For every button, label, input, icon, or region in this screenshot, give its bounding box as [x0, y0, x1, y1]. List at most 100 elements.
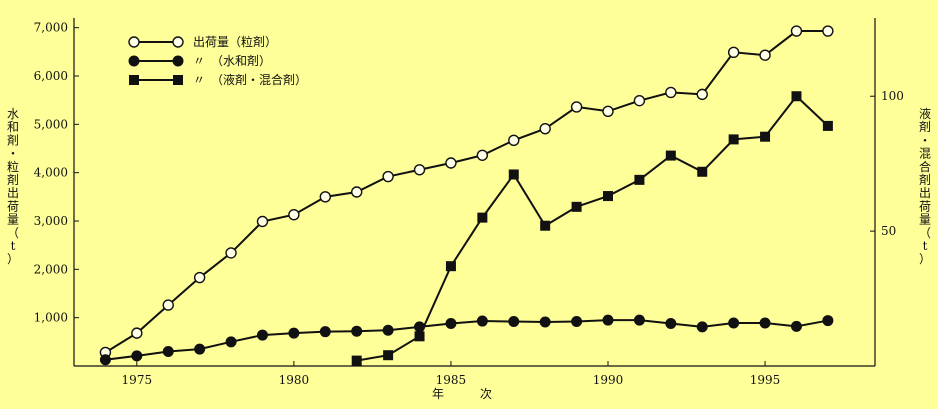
- data-point-filled-square: [414, 331, 425, 342]
- data-point-filled-circle: [602, 314, 614, 326]
- data-point-filled-circle: [128, 55, 140, 67]
- data-point-open-circle: [193, 271, 206, 284]
- data-point-filled-circle: [728, 317, 740, 329]
- data-point-open-circle: [633, 94, 646, 107]
- data-point-filled-square: [383, 350, 394, 361]
- legend-item: 〃 （水和剤）: [128, 53, 271, 68]
- series-line: [356, 94, 829, 362]
- legend-label: 出荷量（粒剤）: [193, 34, 277, 49]
- data-point-open-circle: [570, 101, 583, 113]
- series-line: [104, 30, 828, 354]
- data-point-open-circle: [445, 157, 457, 169]
- data-point-open-circle: [128, 36, 140, 48]
- data-point-filled-square: [445, 261, 456, 272]
- legend-item: 出荷量（粒剤）: [128, 34, 277, 49]
- data-point-filled-circle: [194, 343, 206, 355]
- legend-label: 〃 （液剤・混合剤）: [193, 72, 307, 87]
- data-point-open-circle: [131, 327, 143, 339]
- data-point-open-circle: [539, 122, 551, 135]
- data-point-filled-circle: [351, 325, 363, 337]
- data-point-filled-square: [822, 120, 833, 131]
- data-point-filled-square: [571, 201, 582, 212]
- x-axis-label: 年 次: [432, 387, 492, 401]
- y-left-tick-label: 7,000: [34, 21, 68, 35]
- data-point-open-circle: [382, 170, 394, 183]
- y-left-tick-label: 5,000: [34, 117, 68, 131]
- data-point-open-circle: [696, 88, 708, 101]
- data-point-open-circle: [476, 149, 489, 161]
- data-point-filled-circle: [172, 55, 184, 67]
- series-line: [105, 319, 829, 361]
- data-point-open-circle: [759, 49, 771, 61]
- data-point-open-circle: [319, 191, 331, 203]
- y-left-tick-label: 4,000: [34, 166, 68, 180]
- x-tick-label: 1985: [436, 373, 467, 387]
- data-point-filled-circle: [225, 336, 237, 348]
- data-point-filled-square: [173, 75, 183, 85]
- data-point-filled-square: [351, 355, 362, 366]
- data-point-filled-square: [791, 91, 802, 102]
- x-tick-label: 1990: [593, 373, 624, 387]
- series-3: [351, 91, 833, 366]
- data-point-open-circle: [665, 86, 677, 99]
- data-point-open-circle: [288, 209, 300, 221]
- data-point-open-circle: [790, 25, 803, 37]
- data-point-filled-square: [697, 166, 708, 177]
- data-point-open-circle: [727, 46, 740, 59]
- y-left-tick-label: 3,000: [34, 214, 68, 228]
- data-point-filled-circle: [445, 317, 457, 329]
- data-point-filled-circle: [382, 324, 394, 336]
- y-left-tick-label: 1,000: [34, 311, 68, 325]
- data-point-filled-circle: [319, 326, 331, 338]
- data-point-filled-square: [665, 150, 676, 161]
- data-point-filled-square: [603, 191, 613, 202]
- data-point-filled-square: [634, 174, 645, 185]
- y-right-tick-label: 50: [881, 224, 896, 238]
- legend-item: 〃 （液剤・混合剤）: [129, 72, 307, 87]
- data-point-filled-circle: [539, 316, 551, 328]
- data-point-open-circle: [508, 134, 520, 146]
- data-point-filled-circle: [759, 317, 771, 329]
- y-axis-right-label: 液剤・混合剤出荷量（ t）: [919, 106, 931, 266]
- series-2: [99, 314, 834, 366]
- legend: 出荷量（粒剤） 〃 （水和剤） 〃 （液剤・混合剤）: [128, 34, 307, 87]
- data-point-open-circle: [351, 186, 363, 198]
- y-right-tick-label: 100: [881, 89, 904, 103]
- data-point-filled-square: [477, 212, 488, 223]
- y-ticks-left: 1,000 2,000 3,000 4,000 5,000 6,000 7,000: [34, 21, 79, 325]
- data-point-filled-circle: [162, 346, 174, 357]
- x-ticks: 1975 1980 1985 1990 1995: [122, 361, 781, 387]
- x-tick-label: 1975: [122, 373, 153, 387]
- data-point-filled-square: [540, 220, 551, 231]
- y-left-tick-label: 2,000: [34, 262, 68, 276]
- data-point-filled-circle: [256, 329, 268, 341]
- data-point-filled-square: [760, 131, 771, 142]
- data-point-filled-circle: [665, 317, 677, 329]
- series-layer: [99, 25, 834, 366]
- data-point-open-circle: [172, 36, 184, 48]
- data-point-filled-circle: [99, 354, 111, 366]
- data-point-filled-circle: [571, 316, 583, 328]
- x-tick-label: 1980: [279, 373, 310, 387]
- data-point-filled-square: [129, 75, 139, 85]
- data-point-filled-circle: [790, 320, 802, 332]
- data-point-open-circle: [162, 299, 174, 311]
- data-point-filled-square: [728, 134, 739, 145]
- y-axis-left-label: 水和剤・粒剤出荷量（ t）: [7, 107, 19, 266]
- y-ticks-right: 50 100: [870, 89, 904, 238]
- data-point-open-circle: [413, 164, 426, 176]
- data-point-filled-circle: [633, 314, 645, 326]
- plot-frame: [73, 18, 876, 367]
- data-point-filled-square: [508, 169, 519, 180]
- data-point-open-circle: [822, 25, 834, 37]
- data-point-open-circle: [602, 105, 614, 117]
- data-point-filled-circle: [288, 327, 300, 339]
- data-point-filled-circle: [131, 350, 143, 362]
- y-left-tick-label: 6,000: [34, 69, 68, 83]
- data-point-filled-circle: [508, 316, 520, 328]
- x-tick-label: 1995: [750, 373, 781, 387]
- data-point-filled-circle: [822, 315, 834, 327]
- data-point-open-circle: [256, 215, 269, 228]
- data-point-filled-circle: [476, 315, 488, 327]
